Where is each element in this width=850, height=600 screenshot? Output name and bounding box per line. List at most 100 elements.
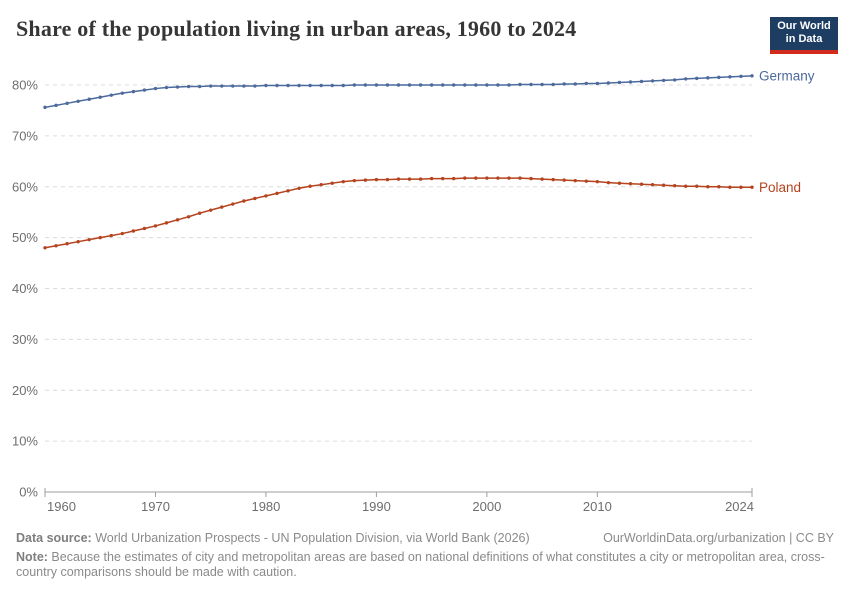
series-dot <box>109 233 113 238</box>
series-dot <box>120 91 125 95</box>
series-dot <box>573 82 577 86</box>
series-dot <box>330 83 334 88</box>
series-dot <box>385 83 390 87</box>
series-dot <box>595 81 600 86</box>
series-dot <box>584 81 588 86</box>
series-dot <box>153 86 158 91</box>
series-dot <box>275 83 279 88</box>
x-tick-label: 2010 <box>583 499 612 514</box>
series-dot <box>43 246 47 250</box>
series-dot <box>220 205 224 209</box>
series-dot <box>507 83 511 87</box>
series-dot <box>197 84 202 89</box>
series-dot <box>551 177 555 182</box>
series-dot <box>120 231 125 236</box>
owid-logo[interactable]: Our World in Data <box>770 17 838 54</box>
series-dot <box>98 95 102 99</box>
data-source-line: Data source: World Urbanization Prospect… <box>16 531 530 546</box>
series-dot <box>363 83 368 87</box>
series-dot <box>175 218 180 222</box>
series-dot <box>54 244 58 248</box>
series-dot <box>142 88 147 92</box>
series-dot <box>474 83 478 87</box>
series-dot <box>363 178 368 182</box>
series-dot <box>695 184 699 188</box>
series-label-germany[interactable]: Germany <box>759 68 815 83</box>
series-dot <box>463 176 467 180</box>
chart-svg: 0% 10% 20% 30% 40% 50% 60% 70% 80% 1960 1970 1980 19… <box>12 68 815 514</box>
x-tick-label: 1970 <box>141 499 170 514</box>
series-dot <box>485 176 489 180</box>
series-dot <box>418 83 423 87</box>
series-dot <box>440 83 445 87</box>
series-dot <box>706 76 710 80</box>
series-dot <box>164 85 169 90</box>
series-dot <box>518 176 522 180</box>
series-dot <box>452 83 456 87</box>
series-dot <box>242 84 246 88</box>
series-dot <box>485 83 489 87</box>
series-dot <box>231 202 235 206</box>
series-dot <box>374 177 379 182</box>
series-dot <box>352 178 357 183</box>
y-tick-label: 70% <box>12 128 38 143</box>
series-dot <box>396 177 401 181</box>
series-dot <box>507 176 511 180</box>
series-dot <box>87 237 91 242</box>
series-dot <box>175 85 180 89</box>
series-dot <box>253 84 257 88</box>
series-dot <box>76 239 80 244</box>
series-dot <box>496 83 500 87</box>
series-dot <box>562 178 566 182</box>
series-dot <box>717 185 721 189</box>
series-dot <box>628 181 633 186</box>
series-dot <box>750 74 754 78</box>
series-dot <box>297 83 301 88</box>
series-dot <box>407 83 412 87</box>
series-dot <box>197 211 202 215</box>
footer-link[interactable]: OurWorldinData.org/urbanization | CC BY <box>603 531 834 545</box>
series-dot <box>330 181 334 185</box>
y-tick-label: 20% <box>12 383 38 398</box>
data-source-label: Data source: <box>16 531 92 545</box>
series-dot <box>65 101 69 106</box>
x-tick-label: 1960 <box>47 499 76 514</box>
series-dot <box>606 81 611 85</box>
series-dot <box>739 185 743 189</box>
x-tick-label: 1980 <box>251 499 280 514</box>
y-tick-label: 50% <box>12 230 38 245</box>
series-dot <box>418 177 423 181</box>
series-dot <box>297 186 301 190</box>
series-dot <box>109 93 113 97</box>
series-dot <box>595 179 600 184</box>
series-dot <box>87 97 91 101</box>
series-dot <box>672 184 677 188</box>
series-dot <box>352 83 357 87</box>
y-tick-label: 30% <box>12 332 38 347</box>
series-dot <box>496 176 500 180</box>
series-dot <box>396 83 401 87</box>
series-dot <box>650 183 655 187</box>
data-source-text: World Urbanization Prospects - UN Popula… <box>91 531 530 545</box>
series-dot <box>341 83 345 88</box>
footer-note-label: Note: <box>16 550 48 564</box>
series-dot <box>551 82 555 87</box>
series-dot <box>142 226 147 231</box>
series-dot <box>639 182 644 186</box>
series-dot <box>584 179 588 183</box>
series-dot <box>639 79 644 84</box>
series-dot <box>54 103 58 108</box>
series-dot <box>286 83 290 88</box>
series-dot <box>407 177 412 181</box>
series-dot <box>275 191 279 196</box>
series-dot <box>529 82 533 87</box>
series-dot <box>76 99 80 103</box>
series-dot <box>264 194 268 198</box>
series-dot <box>661 183 666 187</box>
y-tick-label: 40% <box>12 281 38 296</box>
series-dot <box>617 80 622 85</box>
chart-title: Share of the population living in urban … <box>16 16 577 41</box>
series-dot <box>540 177 544 181</box>
series-dot <box>242 199 246 203</box>
series-label-poland[interactable]: Poland <box>759 180 801 195</box>
